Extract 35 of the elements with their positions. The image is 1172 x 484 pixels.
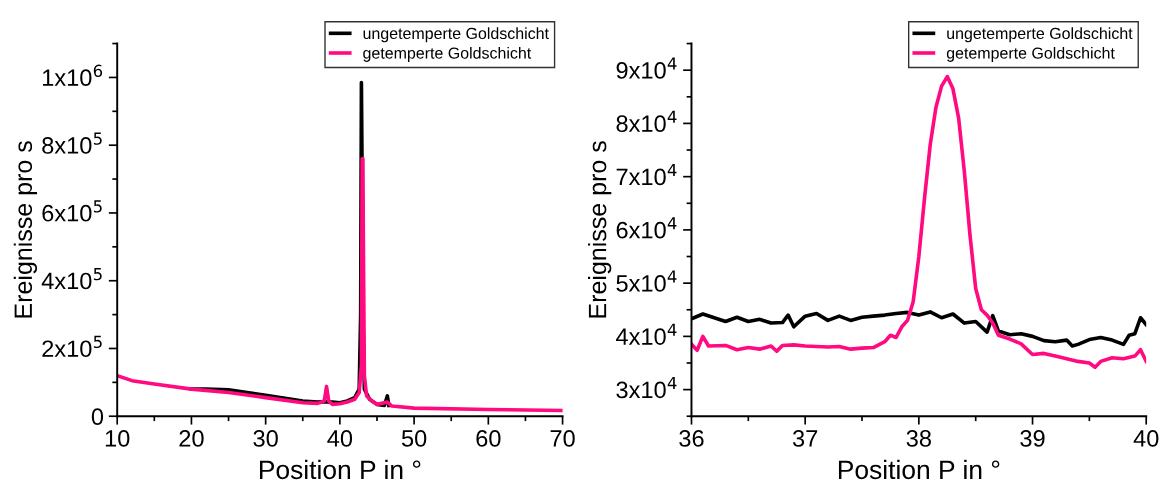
line-series — [691, 74, 1147, 370]
x-tick-label: 40 — [1133, 430, 1159, 447]
y-tick-label: 8x10$^{4}$ — [616, 110, 677, 133]
legend-label: getemperte Goldschicht — [363, 47, 532, 62]
legend-label: ungetemperte Goldschicht — [947, 27, 1133, 43]
y-tick-label: 8x10$^{5}$ — [42, 132, 102, 154]
x-tick-label: 37 — [792, 430, 818, 447]
x-tick-label: 10 — [105, 430, 130, 447]
y-tick-label: 2x10$^{5}$ — [42, 335, 102, 358]
line-series — [117, 156, 563, 413]
legend-label: ungetemperte Goldschicht — [363, 27, 549, 43]
x-tick-label: 36 — [679, 430, 704, 447]
y-tick-label: 6x10$^{4}$ — [616, 217, 677, 239]
y-tick-label: 3x10$^{4}$ — [616, 376, 677, 399]
x-tick-label: 38 — [906, 430, 931, 447]
legend-label: getemperte Goldschicht — [946, 47, 1115, 62]
x-tick-label: 39 — [1020, 430, 1045, 447]
x-tick-label: 20 — [179, 430, 204, 447]
x-tick-label: 30 — [253, 430, 278, 447]
y-tick-label: 6x10$^{5}$ — [42, 200, 102, 222]
y-tick-label: 7x10$^{4}$ — [616, 163, 677, 186]
y-tick-label: 0 — [91, 408, 104, 426]
x-axis-title: Position P in ° — [259, 459, 421, 480]
x-tick-label: 60 — [476, 430, 501, 447]
x-tick-label: 40 — [327, 430, 353, 447]
x-tick-label: 50 — [401, 430, 427, 447]
y-axis-title: Ereignisse pro s — [13, 141, 38, 318]
y-tick-label: 4x10$^{4}$ — [616, 323, 677, 346]
x-axis-title: Position P in ° — [838, 459, 1000, 480]
y-axis-title: Ereignisse pro s — [588, 141, 612, 318]
y-tick-label: 4x10$^{5}$ — [41, 268, 102, 290]
y-tick-label: 5x10$^{4}$ — [616, 270, 677, 292]
y-tick-label: 1x10$^{6}$ — [43, 64, 103, 87]
y-tick-label: 9x10$^{4}$ — [616, 57, 677, 79]
x-tick-label: 70 — [550, 430, 575, 447]
